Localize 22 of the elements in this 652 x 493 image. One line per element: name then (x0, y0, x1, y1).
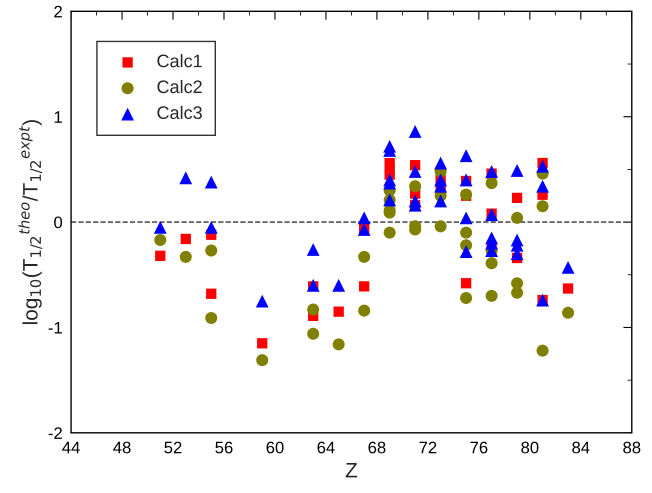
y-tick-label: -1 (48, 322, 62, 334)
y-tick-label: 0 (54, 216, 62, 228)
text: log$_{10}$(T$_{1/2}$$^{theo}$/T$_{1/2}$$^{expt}$) (18, 120, 42, 324)
x-tick-label: 64 (318, 442, 335, 454)
legend-label: Calc2 (157, 80, 202, 94)
x-tick-label: 56 (215, 442, 233, 454)
x-tick-label: 88 (623, 442, 640, 454)
x-axis-title: Z (346, 463, 358, 478)
y-tick-label: 2 (54, 6, 62, 18)
x-tick-label: 48 (113, 442, 131, 454)
y-tick-label: 1 (54, 111, 62, 123)
legend-label: Calc3 (157, 106, 202, 120)
x-tick-label: 80 (521, 442, 538, 454)
x-tick-label: 84 (572, 442, 590, 454)
legend-label: Calc1 (157, 54, 202, 68)
x-tick-label: 76 (470, 442, 488, 454)
x-tick-label: 60 (266, 442, 284, 454)
x-tick-label: 68 (368, 442, 386, 454)
x-tick-label: 44 (62, 442, 80, 454)
y-tick-label: -2 (48, 427, 62, 439)
x-tick-label: 72 (419, 442, 436, 454)
x-tick-label: 52 (164, 442, 182, 454)
